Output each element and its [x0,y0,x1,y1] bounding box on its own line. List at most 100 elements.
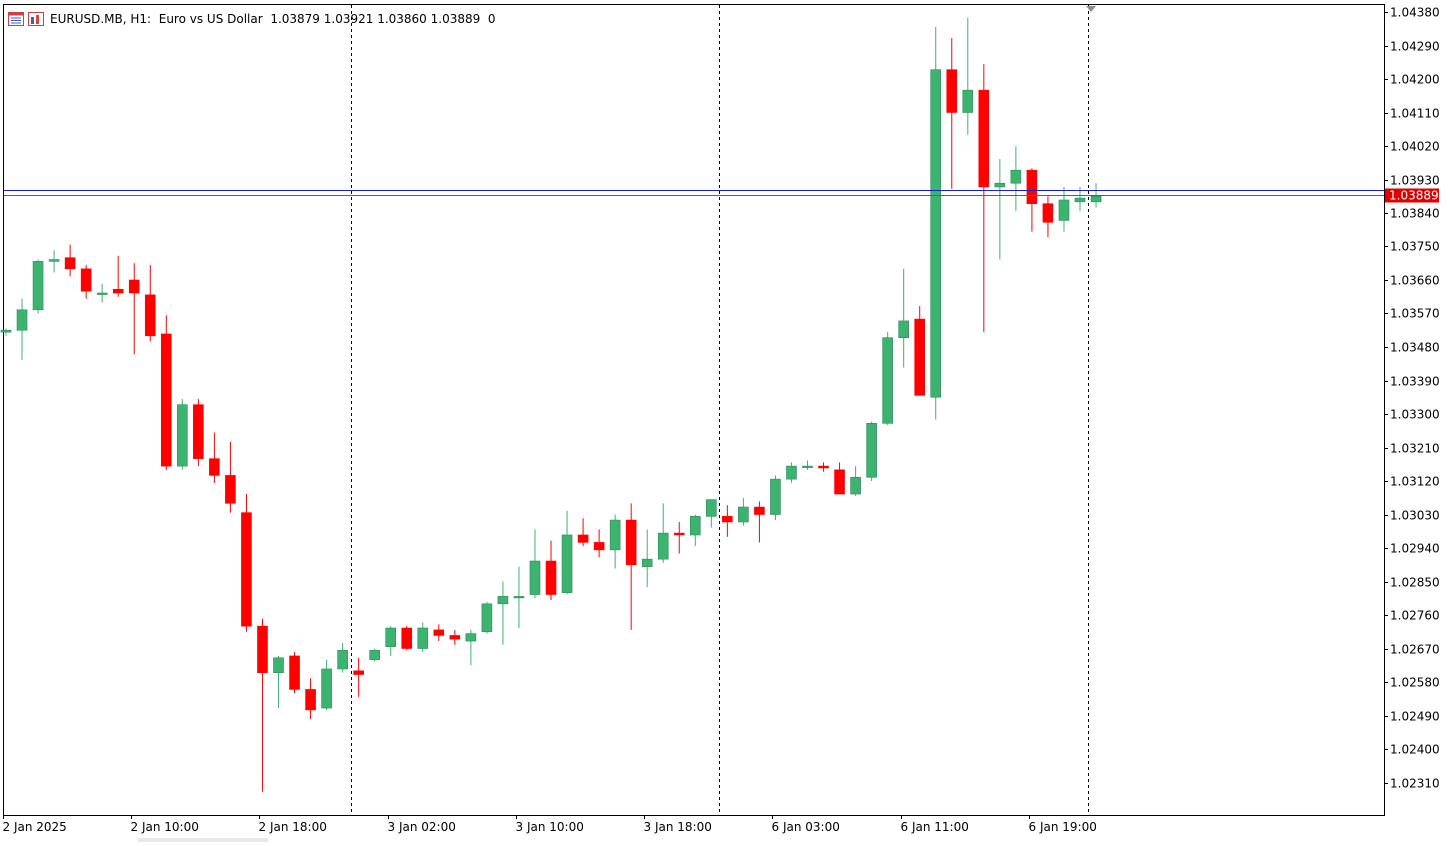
x-tick-label: 2 Jan 10:00 [131,820,199,834]
candle-45 [722,505,733,537]
candle-body [545,560,557,595]
x-tick-label: 2 Jan 18:00 [259,820,327,834]
scrollbar[interactable] [138,838,268,842]
candle-body [513,596,525,599]
candle-body [609,519,621,551]
candle-body [225,475,236,504]
candle-body [577,534,589,543]
time-axis[interactable]: 2 Jan 2025 2 Jan 10:00 2 Jan 18:00 3 Jan 02… [3,815,1097,834]
y-tick-label: 1.02400 [1390,743,1440,757]
candle-51 [818,462,829,472]
candle-body [802,465,813,468]
y-tick-label: 1.04110 [1390,107,1440,121]
candle-body [657,532,669,560]
y-tick-label: 1.03840 [1390,207,1440,221]
candle-10 [161,315,172,470]
candle-1 [16,298,28,361]
day-separators [351,5,1089,815]
candle-body [962,89,974,113]
candle-body [1010,169,1022,184]
y-tick-label: 1.02490 [1390,710,1440,724]
y-tick-label: 1.04200 [1390,73,1440,87]
y-tick-label: 1.03390 [1390,375,1440,389]
candle-body [738,506,749,523]
candle-body [465,633,477,642]
candle-body [529,560,541,595]
candle-29 [465,629,477,666]
candle-65 [1042,196,1054,238]
y-tick-label: 1.03120 [1390,475,1440,489]
price-lines [4,190,1384,196]
candle-15 [241,494,252,632]
candle-body [48,259,60,262]
candle-body [32,261,44,311]
chart-header: EURUSD.MB, H1: Euro vs US Dollar 1.03879… [8,9,496,29]
chart-volume: 0 [487,12,496,26]
candle-54 [866,421,877,481]
candle-body [834,469,845,495]
candle-42 [673,521,685,554]
candle-3 [48,250,60,273]
candle-25 [401,626,413,651]
candle-body [128,279,140,294]
current-price-tag: 1.03889 [1385,188,1439,203]
candle-30 [481,601,493,634]
candle-body [433,629,445,636]
price-tag-box [1385,188,1439,203]
chart-menu-icon[interactable] [8,12,24,26]
candle-body [786,465,797,480]
candle-body [1074,197,1086,203]
candle-22 [353,657,364,697]
candle-body [978,89,990,188]
candle-39 [625,503,637,630]
y-tick-label: 1.03750 [1390,240,1440,254]
candle-body [497,596,509,605]
candle-34 [545,540,557,601]
y-tick-label: 1.02850 [1390,576,1440,590]
candle-body [994,182,1006,188]
candle-31 [497,581,509,645]
candle-44 [706,499,717,528]
candle-27 [433,624,445,642]
candle-body [209,458,220,476]
candle-47 [754,501,765,543]
candle-43 [689,514,701,547]
candle-20 [321,659,332,710]
candle-body [625,519,637,566]
candle-body [193,404,204,459]
candle-64 [1026,168,1038,232]
candle-body [1042,203,1054,223]
candle-body [866,423,877,478]
candle-12 [193,399,204,467]
x-tick-label: 6 Jan 11:00 [901,820,969,834]
y-tick-label: 1.03930 [1390,174,1440,188]
chart-shift-icon[interactable] [1086,6,1096,12]
x-tick-label: 3 Jan 18:00 [644,820,712,834]
candle-body [401,627,413,649]
price-axis[interactable]: 1.04380 1.04290 1.04200 1.04110 1.04020 1.039… [1384,6,1440,791]
y-tick-label: 1.03210 [1390,442,1440,456]
candle-0 [0,328,12,336]
candle-58 [930,26,942,420]
chart-template-icon[interactable] [28,12,44,26]
candle-body [770,478,781,515]
candle-body [80,268,92,292]
candle-body [722,516,733,523]
candles [0,17,1102,792]
candle-32 [513,566,525,629]
candle-body [289,655,300,690]
chart-ohlc: 1.03879 1.03921 1.03860 1.03889 [270,12,481,26]
x-tick-label: 2 Jan 2025 [3,820,67,834]
plot-area[interactable] [3,4,1385,816]
candle-body [1026,169,1038,204]
candle-63 [1010,146,1022,212]
candle-body [673,532,685,536]
candle-33 [529,529,541,599]
candle-41 [657,503,669,563]
price-tag-label: 1.03889 [1389,189,1439,203]
x-tick-label: 6 Jan 03:00 [772,820,840,834]
candle-7 [112,255,124,297]
candle-body [481,603,493,633]
